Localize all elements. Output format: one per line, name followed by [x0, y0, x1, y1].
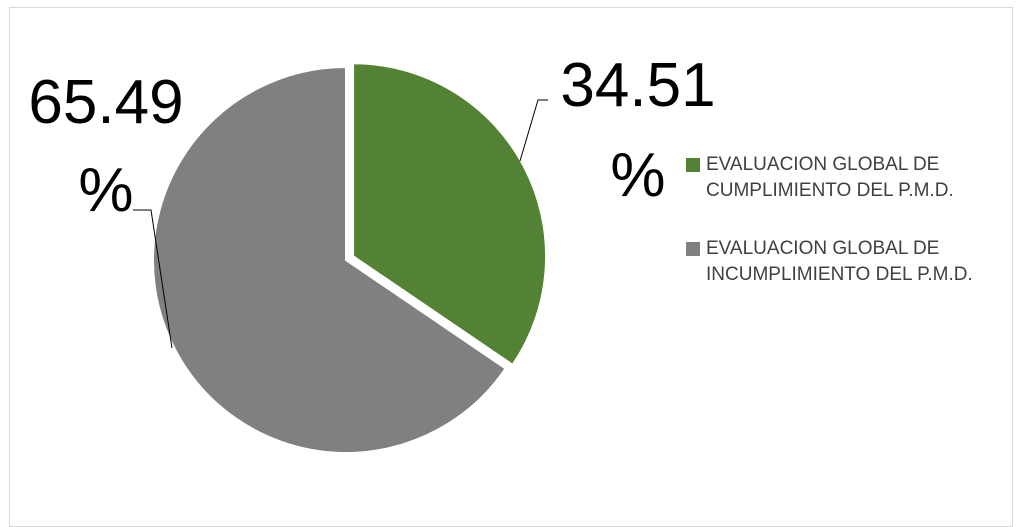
pie-slices	[152, 62, 548, 454]
legend-item-cumplimiento: EVALUACION GLOBAL DE CUMPLIMIENTO DEL P.…	[686, 152, 1006, 204]
legend-item-incumplimiento: EVALUACION GLOBAL DE INCUMPLIMIENTO DEL …	[686, 236, 1006, 288]
legend-swatch-gray	[686, 242, 700, 256]
leader-line-incumplimiento	[133, 209, 173, 349]
data-labels: 34.51 % 65.49 %	[28, 51, 715, 225]
pie-chart: 34.51 % 65.49 %	[28, 51, 716, 454]
pie-slice-incumplimiento	[152, 65, 507, 454]
data-label-incumplimiento-unit: %	[78, 156, 133, 225]
data-label-incumplimiento-value: 65.49	[28, 68, 183, 137]
chart-legend: EVALUACION GLOBAL DE CUMPLIMIENTO DEL P.…	[686, 152, 1006, 320]
legend-swatch-green	[686, 158, 700, 172]
leader-line-cumplimiento	[519, 99, 548, 162]
data-label-cumplimiento-value: 34.51	[560, 51, 715, 120]
legend-label-incumplimiento: EVALUACION GLOBAL DE INCUMPLIMIENTO DEL …	[706, 238, 973, 285]
leader-lines	[133, 99, 548, 349]
data-label-cumplimiento-unit: %	[610, 141, 665, 210]
pie-slice-cumplimiento	[352, 62, 548, 367]
legend-label-cumplimiento: EVALUACION GLOBAL DE CUMPLIMIENTO DEL P.…	[706, 154, 954, 201]
